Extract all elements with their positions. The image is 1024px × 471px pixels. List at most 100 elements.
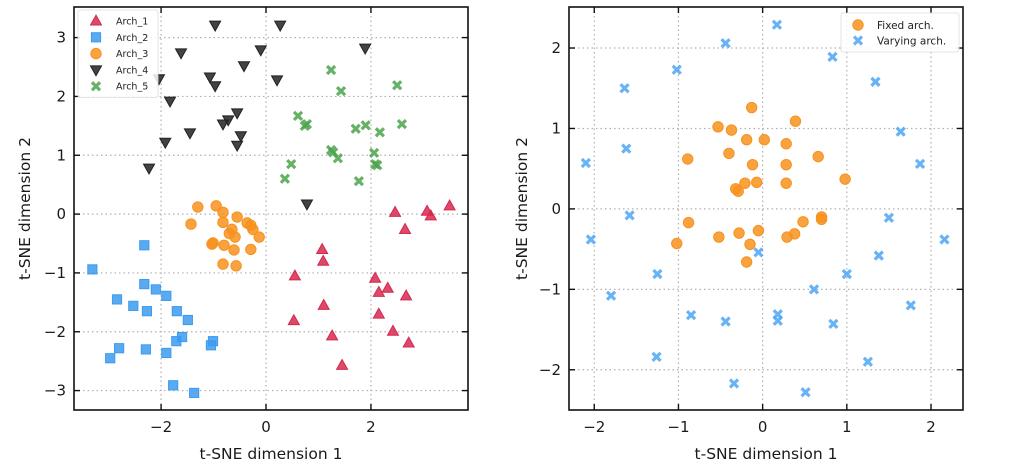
data-point	[780, 158, 792, 171]
x-tick-label: −1	[667, 418, 689, 436]
data-point	[725, 124, 738, 136]
right-tsne-panel: −2 −1 0 1 2 −2 −1 0 1 2 t-SNE dimension 1 t-SNE dim…	[513, 6, 964, 463]
data-point	[315, 242, 329, 254]
data-point	[386, 324, 400, 336]
data-point	[139, 240, 150, 251]
data-point	[374, 127, 385, 138]
data-point	[217, 206, 229, 219]
data-point	[317, 298, 331, 310]
data-point	[381, 281, 395, 293]
legend-label: Arch_2	[116, 33, 148, 44]
legend-marker-triangle-up	[89, 14, 103, 26]
data-point	[171, 336, 182, 347]
data-point	[335, 358, 349, 370]
data-point	[208, 81, 222, 93]
data-point	[353, 176, 365, 187]
data-point	[335, 85, 347, 97]
data-point	[301, 118, 313, 130]
data-point	[279, 173, 291, 184]
data-point	[751, 176, 763, 189]
data-point	[746, 158, 759, 171]
legend-box	[840, 12, 960, 53]
data-point	[245, 243, 257, 256]
data-point	[939, 234, 950, 245]
data-point	[424, 209, 438, 221]
data-point	[325, 329, 339, 341]
data-point	[316, 254, 330, 266]
data-point	[862, 356, 873, 367]
data-point	[728, 378, 740, 389]
data-point	[150, 284, 161, 295]
data-point	[870, 76, 881, 87]
data-point	[789, 115, 802, 127]
data-point	[140, 344, 151, 355]
legend-label: Varying arch.	[877, 36, 946, 48]
legend: Arch_1 Arch_2 Arch_3 Arch_4 Arch_5	[77, 9, 159, 98]
x-tick-label: 0	[261, 418, 271, 436]
data-point	[800, 387, 811, 398]
data-point	[758, 134, 771, 146]
data-point	[203, 72, 217, 84]
data-point	[580, 157, 591, 169]
data-point	[300, 199, 314, 211]
data-point	[114, 343, 125, 354]
data-point	[752, 224, 765, 237]
series-arch-1	[287, 199, 457, 370]
data-point	[808, 284, 820, 295]
data-point	[189, 387, 200, 399]
data-point	[914, 158, 926, 169]
y-tick-label: −2	[44, 323, 66, 341]
legend-label: Arch_1	[116, 17, 148, 28]
data-point	[671, 237, 683, 250]
x-tick-label: −2	[583, 418, 605, 436]
data-point	[812, 150, 824, 163]
legend: Fixed arch. Varying arch.	[840, 12, 960, 53]
data-point	[745, 101, 758, 114]
x-tick-label: −2	[150, 418, 172, 436]
data-point	[720, 38, 731, 49]
data-point	[216, 119, 230, 131]
data-point	[739, 177, 751, 189]
y-tick-label: 2	[551, 39, 561, 57]
data-point	[163, 96, 177, 108]
data-point	[398, 222, 412, 234]
data-point	[723, 147, 735, 160]
y-tick-label: 0	[56, 205, 66, 223]
legend-marker-circle	[90, 47, 102, 60]
data-point	[234, 131, 248, 143]
data-point	[218, 239, 230, 251]
data-point	[253, 231, 265, 243]
axes-frame	[568, 6, 964, 411]
data-point	[388, 205, 402, 217]
legend-label: Arch_3	[116, 49, 148, 60]
y-tick-label: −3	[44, 382, 66, 400]
legend-marker-circle	[852, 19, 864, 31]
data-point	[141, 306, 153, 317]
data-point	[744, 238, 756, 250]
axes-frame	[73, 6, 469, 411]
data-point	[671, 64, 682, 75]
data-point	[161, 347, 172, 359]
data-point	[105, 353, 116, 364]
data-point	[368, 271, 382, 283]
data-point	[358, 43, 372, 56]
data-point	[182, 314, 193, 326]
data-point	[228, 244, 240, 256]
data-point	[682, 216, 695, 229]
x-tick-label: 2	[926, 418, 936, 436]
data-point	[772, 315, 783, 326]
legend-label: Arch_4	[116, 65, 148, 76]
data-point	[815, 213, 828, 226]
data-point	[905, 300, 916, 311]
series-arch-4	[142, 20, 372, 211]
data-point	[781, 231, 793, 243]
data-point	[712, 121, 724, 133]
data-point	[585, 234, 597, 245]
data-point	[372, 160, 383, 171]
data-point	[350, 123, 361, 134]
data-point	[288, 269, 302, 281]
data-point	[372, 285, 386, 297]
data-point	[208, 20, 222, 33]
data-point	[780, 138, 792, 150]
